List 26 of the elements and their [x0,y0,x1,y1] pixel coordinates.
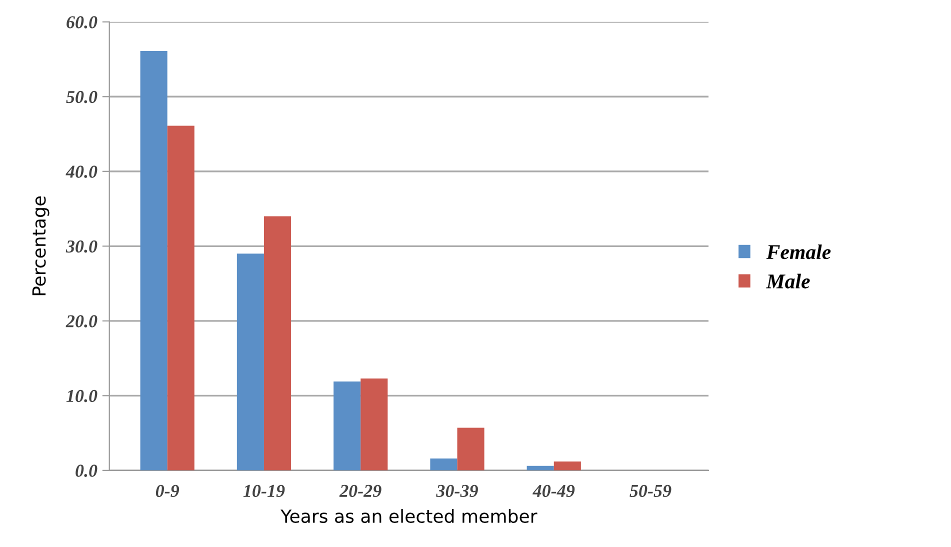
y-tick-label: 30.0 [66,240,98,253]
bar [140,51,168,470]
y-tick-label: 20.0 [66,315,98,328]
y-tick-label: 60.0 [66,16,98,28]
bar [167,126,194,470]
bar [457,428,484,470]
y-tick-label: 40.0 [66,166,98,178]
x-tick-label: 30-39 [436,484,478,498]
x-tick-label: 20-29 [339,484,382,498]
legend-label: Male [766,274,810,288]
bar [430,458,458,470]
x-axis-title: Years as an elected member [280,509,538,523]
y-axis-title: Percentage [32,196,50,296]
bar [236,254,264,470]
x-tick-label: 10-19 [243,484,285,498]
x-tick-label: 40-49 [532,484,575,498]
y-tick-label: 0.0 [76,464,98,477]
x-tick-label: 0-9 [156,484,180,498]
x-tick-label: 50-59 [630,484,672,498]
y-tick-label: 50.0 [66,90,98,104]
bar [334,381,361,470]
bar [264,216,292,470]
y-tick-label: 10.0 [66,390,98,402]
bar [554,461,581,470]
bar [360,378,388,470]
legend-label: Female [766,244,831,260]
